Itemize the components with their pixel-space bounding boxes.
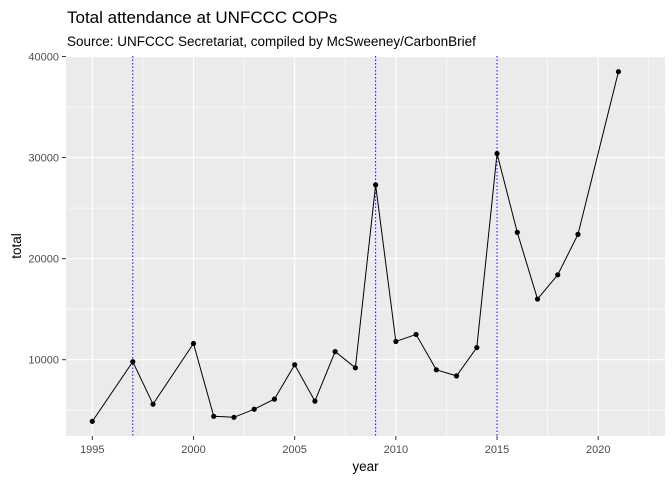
x-tick-label: 2000 bbox=[181, 444, 205, 456]
minor-gridlines bbox=[66, 56, 665, 436]
data-series bbox=[89, 69, 622, 424]
y-tick-label: 10000 bbox=[28, 355, 59, 367]
data-point bbox=[373, 182, 379, 188]
data-point bbox=[211, 413, 217, 419]
data-point bbox=[494, 150, 500, 157]
x-tick-label: 2015 bbox=[485, 444, 509, 456]
chart-subtitle: Source: UNFCCC Secretariat, compiled by … bbox=[67, 34, 476, 49]
y-tick-label: 30000 bbox=[28, 153, 59, 165]
x-axis: 1995 2000 2005 2010 2015 2020 bbox=[80, 436, 610, 456]
data-point bbox=[575, 231, 581, 237]
reference-lines bbox=[132, 56, 498, 436]
chart-title: Total attendance at UNFCCC COPs bbox=[67, 8, 337, 27]
data-point bbox=[89, 418, 95, 424]
data-point bbox=[534, 296, 541, 302]
y-tick-label: 20000 bbox=[28, 254, 59, 266]
major-gridlines bbox=[66, 55, 665, 436]
data-point bbox=[474, 344, 480, 351]
data-point bbox=[352, 365, 358, 371]
data-point bbox=[251, 406, 257, 412]
data-point bbox=[150, 401, 156, 407]
y-axis-title: total bbox=[9, 233, 24, 259]
data-point bbox=[312, 398, 318, 404]
x-tick-label: 2020 bbox=[586, 444, 610, 456]
data-point bbox=[453, 373, 460, 379]
data-point bbox=[413, 331, 419, 338]
x-tick-label: 2010 bbox=[384, 444, 408, 456]
data-point bbox=[292, 362, 298, 368]
data-point bbox=[332, 349, 338, 355]
data-point bbox=[555, 272, 561, 278]
data-point bbox=[615, 69, 622, 75]
data-point bbox=[130, 359, 136, 365]
data-point bbox=[190, 340, 197, 347]
y-axis: 10000 20000 30000 40000 bbox=[28, 52, 66, 367]
x-tick-label: 1995 bbox=[80, 444, 104, 456]
series-line bbox=[91, 71, 619, 422]
y-tick-label: 40000 bbox=[28, 52, 59, 64]
x-axis-title: year bbox=[352, 459, 379, 474]
data-point bbox=[514, 229, 520, 235]
data-point bbox=[271, 396, 278, 402]
x-tick-label: 2005 bbox=[282, 444, 306, 456]
data-point bbox=[231, 414, 237, 420]
plot-panel bbox=[66, 56, 665, 436]
data-point bbox=[393, 338, 399, 345]
data-point bbox=[433, 367, 439, 373]
